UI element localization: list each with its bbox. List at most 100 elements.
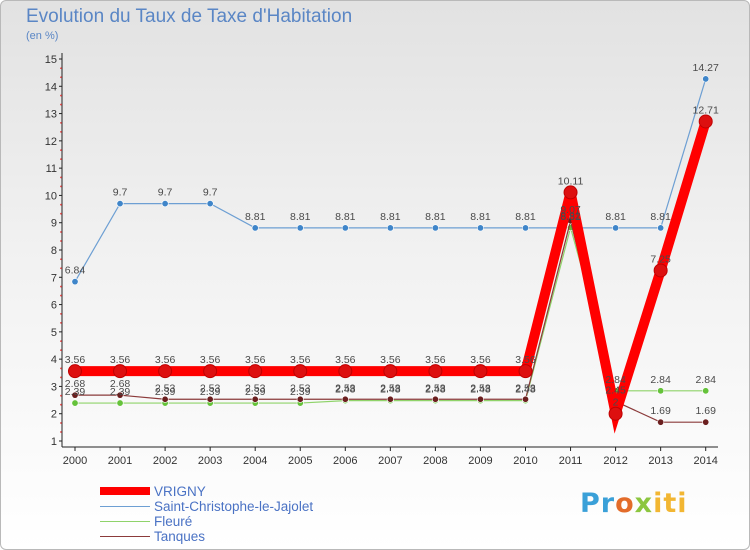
data-point-tanques xyxy=(116,391,124,399)
data-point-fleure xyxy=(702,387,710,395)
y-tick-label: 15 xyxy=(45,54,57,66)
data-point-saint-christophe xyxy=(431,224,439,232)
data-label-vrigny: 3.56 xyxy=(110,354,131,366)
data-label-fleure: 2.48 xyxy=(335,384,356,396)
data-point-saint-christophe xyxy=(341,224,349,232)
x-tick-label: 2000 xyxy=(63,455,87,467)
data-point-saint-christophe xyxy=(296,224,304,232)
x-tick-label: 2012 xyxy=(603,455,627,467)
proxiti-logo: Proxiti xyxy=(580,488,688,519)
y-tick-label: 7 xyxy=(51,272,57,284)
data-point-saint-christophe xyxy=(702,75,710,83)
data-point-saint-christophe xyxy=(116,200,124,208)
data-point-tanques xyxy=(521,395,529,403)
x-tick-label: 2007 xyxy=(378,455,402,467)
x-tick-label: 2004 xyxy=(243,455,267,467)
y-minor-tick xyxy=(60,94,62,97)
data-label-saint-christophe: 6.84 xyxy=(65,265,86,277)
y-minor-tick xyxy=(60,294,62,297)
y-minor-tick xyxy=(60,103,62,106)
data-label-tanques: 2.53 xyxy=(515,382,536,394)
y-tick-label: 8 xyxy=(51,245,57,257)
y-tick-label: 13 xyxy=(45,109,57,121)
data-point-fleure xyxy=(71,399,79,407)
x-tick-label: 2014 xyxy=(693,455,717,467)
y-minor-tick xyxy=(60,267,62,270)
data-label-saint-christophe: 8.81 xyxy=(425,211,446,223)
x-tick-label: 2011 xyxy=(559,455,583,467)
data-point-saint-christophe xyxy=(161,200,169,208)
data-point-vrigny xyxy=(248,364,263,379)
data-label-saint-christophe: 8.81 xyxy=(470,211,491,223)
data-label-saint-christophe: 9.7 xyxy=(113,187,128,199)
data-label-tanques: 2.53 xyxy=(290,382,311,394)
y-tick-label: 9 xyxy=(51,218,57,230)
data-label-tanques: 2.45 xyxy=(605,384,626,396)
y-tick-label: 14 xyxy=(45,81,57,93)
data-label-tanques: 1.69 xyxy=(695,405,716,417)
data-label-saint-christophe: 8.81 xyxy=(515,211,536,223)
data-point-tanques xyxy=(296,395,304,403)
data-label-vrigny: 7.25 xyxy=(650,253,671,265)
data-point-saint-christophe xyxy=(251,224,259,232)
data-point-vrigny xyxy=(473,364,488,379)
legend-label-tanques: Tanques xyxy=(154,529,206,544)
data-point-vrigny xyxy=(698,114,713,129)
y-minor-tick xyxy=(60,130,62,133)
y-minor-tick xyxy=(60,349,62,352)
legend-label-saint-christophe: Saint-Christophe-le-Jajolet xyxy=(154,499,314,514)
y-minor-tick xyxy=(60,258,62,261)
data-label-saint-christophe: 9.7 xyxy=(203,187,218,199)
y-minor-tick xyxy=(60,340,62,343)
data-label-tanques: 9.07 xyxy=(560,204,581,216)
y-minor-tick xyxy=(60,422,62,424)
legend-label-vrigny: VRIGNY xyxy=(154,484,206,499)
data-label-tanques: 2.53 xyxy=(425,382,446,394)
y-tick-label: 3 xyxy=(51,381,57,393)
y-tick-label: 6 xyxy=(51,300,57,312)
data-label-fleure: 2.39 xyxy=(200,386,221,398)
y-minor-tick xyxy=(60,312,62,315)
y-minor-tick xyxy=(60,376,62,379)
data-label-saint-christophe: 14.27 xyxy=(693,62,719,74)
data-point-saint-christophe xyxy=(71,278,79,286)
data-label-fleure: 2.39 xyxy=(290,386,311,398)
data-point-tanques xyxy=(341,395,349,403)
legend-swatch-tanques xyxy=(100,536,150,537)
data-label-vrigny: 3.56 xyxy=(425,354,446,366)
data-label-fleure: 8.82 xyxy=(560,211,581,223)
data-label-saint-christophe: 9.7 xyxy=(158,187,173,199)
data-label-fleure: 2.39 xyxy=(65,386,86,398)
data-label-saint-christophe: 8.81 xyxy=(335,211,356,223)
data-point-vrigny xyxy=(293,364,308,379)
legend-swatch-fleure xyxy=(100,521,150,522)
data-label-tanques: 2.53 xyxy=(470,382,491,394)
data-label-saint-christophe: 8.81 xyxy=(605,211,626,223)
x-tick-label: 2009 xyxy=(468,455,492,467)
data-point-tanques xyxy=(206,395,214,403)
y-minor-tick xyxy=(60,149,62,152)
data-point-vrigny xyxy=(608,406,623,421)
series-line-saint-christophe xyxy=(74,78,707,282)
y-tick-label: 1 xyxy=(51,436,57,448)
data-label-saint-christophe: 8.81 xyxy=(245,211,266,223)
data-point-tanques xyxy=(657,418,665,426)
data-label-vrigny: 3.56 xyxy=(515,354,536,366)
y-minor-tick xyxy=(60,76,62,79)
logo-part-3: x xyxy=(634,488,654,519)
data-label-fleure: 2.39 xyxy=(245,386,266,398)
data-point-tanques xyxy=(161,395,169,403)
y-minor-tick xyxy=(60,321,62,324)
data-point-fleure xyxy=(116,399,124,407)
y-tick-label: 2 xyxy=(51,409,57,421)
y-minor-tick xyxy=(60,403,62,406)
data-point-saint-christophe xyxy=(386,224,394,232)
data-label-tanques: 2.53 xyxy=(380,382,401,394)
y-minor-tick xyxy=(60,185,62,188)
data-label-fleure: 2.39 xyxy=(155,386,176,398)
data-label-fleure: 2.48 xyxy=(425,384,446,396)
data-point-tanques xyxy=(71,391,79,399)
data-point-vrigny xyxy=(113,364,128,379)
y-minor-tick xyxy=(60,431,62,433)
